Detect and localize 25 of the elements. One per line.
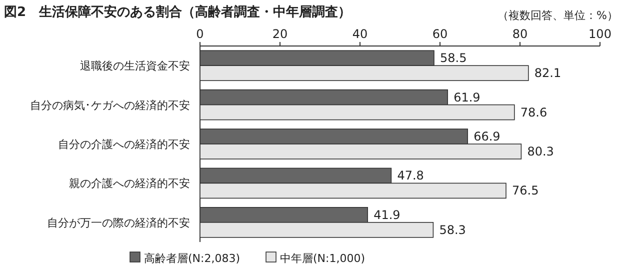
y-category: 自分の病気･ケガへの経済的不安 [30,98,190,112]
data-label: 78.6 [520,105,548,120]
x-tick: 40 [352,27,368,41]
data-label: 80.3 [527,144,554,158]
x-tick: 20 [272,27,288,41]
legend-label: 高齢者層(N:2,083) [144,252,240,265]
x-tick: 80 [512,27,528,41]
x-tick: 0 [196,27,204,41]
data-label: 47.8 [397,168,424,183]
data-label: 58.3 [439,222,466,237]
data-label: 61.9 [454,90,480,104]
x-tick: 60 [432,27,448,41]
y-category: 退職後の生活資金不安 [80,60,190,73]
y-category: 親の介護への経済的不安 [69,177,190,190]
legend-label: 中年層(N:1,000) [280,252,366,265]
title: 図2 生活保障不安のある割合（高齢者調査・中年層調査） [4,5,352,20]
y-category: 自分の介護への経済的不安 [58,138,190,151]
data-label: 66.9 [474,130,500,144]
data-label: 41.9 [374,208,400,222]
y-category: 自分が万一の際の経済的不安 [47,216,190,230]
x-tick: 100 [588,27,612,41]
data-label: 58.5 [440,51,467,66]
data-label: 82.1 [534,66,562,80]
data-label: 76.5 [512,184,539,198]
annotation: （複数回答、単位：%） [498,9,618,22]
